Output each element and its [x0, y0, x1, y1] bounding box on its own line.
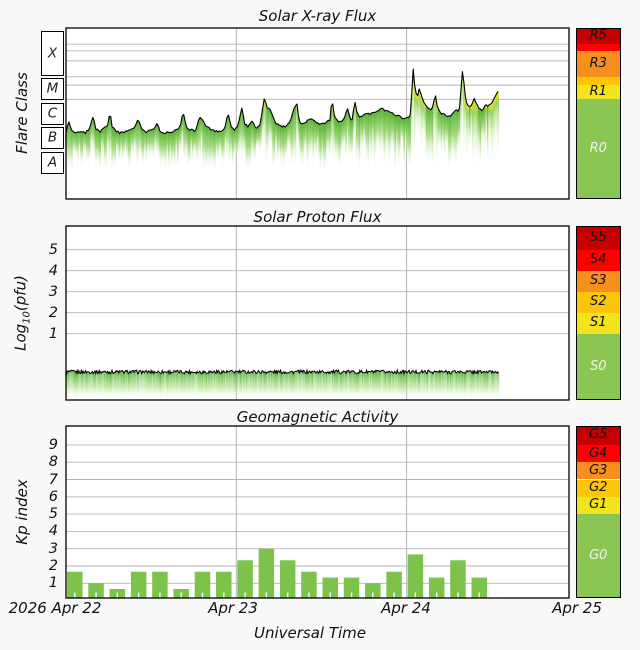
- scale-band-g1: G1: [575, 496, 621, 515]
- scale-band-g0: G0: [575, 514, 621, 598]
- kp-bar: [152, 571, 168, 598]
- flare-class-box-m: M: [41, 78, 64, 101]
- scale-band-label: R0: [589, 141, 607, 157]
- kp-bar: [301, 571, 317, 598]
- kp-ytick: 7: [48, 471, 58, 488]
- kp-ytick: 2: [48, 558, 58, 574]
- kp-bar: [407, 554, 424, 598]
- xray-ylabel: Flare Class: [13, 72, 31, 154]
- kp-bar: [386, 571, 402, 598]
- proton-ytick: 1: [48, 325, 58, 342]
- xray-plot: [65, 28, 569, 199]
- scale-band-r0: R0: [575, 99, 621, 199]
- kp-ytick: 4: [48, 523, 58, 540]
- xtick-apr23: Apr 23: [208, 599, 258, 617]
- scale-band-label: G4: [589, 445, 608, 461]
- proton-ytick: 2: [48, 304, 58, 321]
- scale-band-s3: S3: [575, 270, 621, 292]
- scale-band-g3: G3: [575, 462, 621, 480]
- scale-band-label: G1: [589, 497, 608, 513]
- scale-colorbar-border: [575, 226, 621, 400]
- proton-ytick: 5: [48, 241, 58, 258]
- scale-band-label: S2: [589, 294, 607, 310]
- kp-bar: [258, 548, 275, 598]
- scale-band-label: R1: [589, 85, 607, 100]
- scale-band-label: G2: [589, 480, 608, 496]
- kp-plot: [66, 426, 569, 598]
- kp-bar: [343, 577, 360, 598]
- kp-bar: [237, 560, 253, 598]
- kp-ytick: 1: [48, 575, 58, 592]
- scale-band-g4: G4: [575, 444, 621, 463]
- scale-band-r5: R5: [575, 28, 621, 45]
- scale-band-g2: G2: [575, 479, 621, 497]
- scale-band-label: G5: [589, 427, 608, 443]
- flare-class-box-b: B: [41, 127, 64, 150]
- flare-class-box-a: A: [41, 151, 64, 174]
- scale-band-label: S3: [589, 273, 607, 289]
- kp-bar: [194, 571, 211, 598]
- scale-band-s2: S2: [575, 291, 621, 313]
- kp-bar: [216, 571, 232, 598]
- scale-colorbar-border: [575, 28, 621, 199]
- kp-bar: [471, 577, 488, 598]
- xtick-apr25: Apr 25: [552, 599, 602, 617]
- xray-title: Solar X-ray Flux: [258, 7, 377, 25]
- kp-bar: [450, 560, 466, 598]
- kp-title: Geomagnetic Activity: [236, 408, 399, 426]
- flare-class-box-c: C: [41, 102, 64, 125]
- kp-bar: [322, 577, 338, 598]
- scale-band-label: S4: [589, 252, 607, 268]
- scale-band-r1: R1: [575, 85, 621, 100]
- kp-ytick: 6: [48, 488, 58, 505]
- scale-band-label: S1: [589, 315, 607, 331]
- kp-ytick: 5: [48, 506, 58, 523]
- kp-bar: [365, 583, 381, 598]
- kp-bar: [67, 571, 83, 598]
- kp-ytick: 9: [48, 436, 58, 453]
- scale-colorbar-border: [575, 426, 621, 598]
- x-axis-label: Universal Time: [253, 624, 367, 642]
- kp-bar: [428, 577, 445, 598]
- kp-bar: [279, 560, 296, 598]
- scale-band-s0: S0: [575, 333, 621, 400]
- scale-band-label: S0: [589, 358, 607, 374]
- kp-ytick: 8: [48, 454, 58, 471]
- scale-band-r2: [575, 76, 621, 86]
- proton-ytick: 4: [48, 262, 58, 279]
- proton-ytick: 3: [48, 283, 58, 300]
- scale-band-g5: G5: [575, 426, 621, 445]
- scale-band-r3: R3: [575, 50, 621, 77]
- kp-bar: [88, 583, 104, 598]
- scale-band-s5: S5: [575, 226, 621, 250]
- xtick-apr22: 2026 Apr 22: [8, 599, 102, 617]
- scale-band-label: R5: [589, 28, 607, 43]
- scale-band-r4: [575, 44, 621, 51]
- proton-title: Solar Proton Flux: [253, 208, 382, 226]
- scale-band-s1: S1: [575, 312, 621, 334]
- scale-band-s4: S4: [575, 249, 621, 271]
- xtick-apr24: Apr 24: [381, 599, 431, 617]
- kp-ytick: 3: [48, 540, 58, 557]
- kp-bar: [130, 571, 147, 598]
- proton-plot: [65, 226, 569, 400]
- flare-class-box-x: X: [41, 31, 64, 76]
- scale-band-label: S5: [589, 229, 607, 245]
- kp-ylabel: Kp index: [13, 479, 31, 545]
- scale-band-label: G0: [589, 547, 608, 563]
- scale-band-label: R3: [589, 55, 607, 71]
- scale-band-label: G3: [589, 462, 608, 478]
